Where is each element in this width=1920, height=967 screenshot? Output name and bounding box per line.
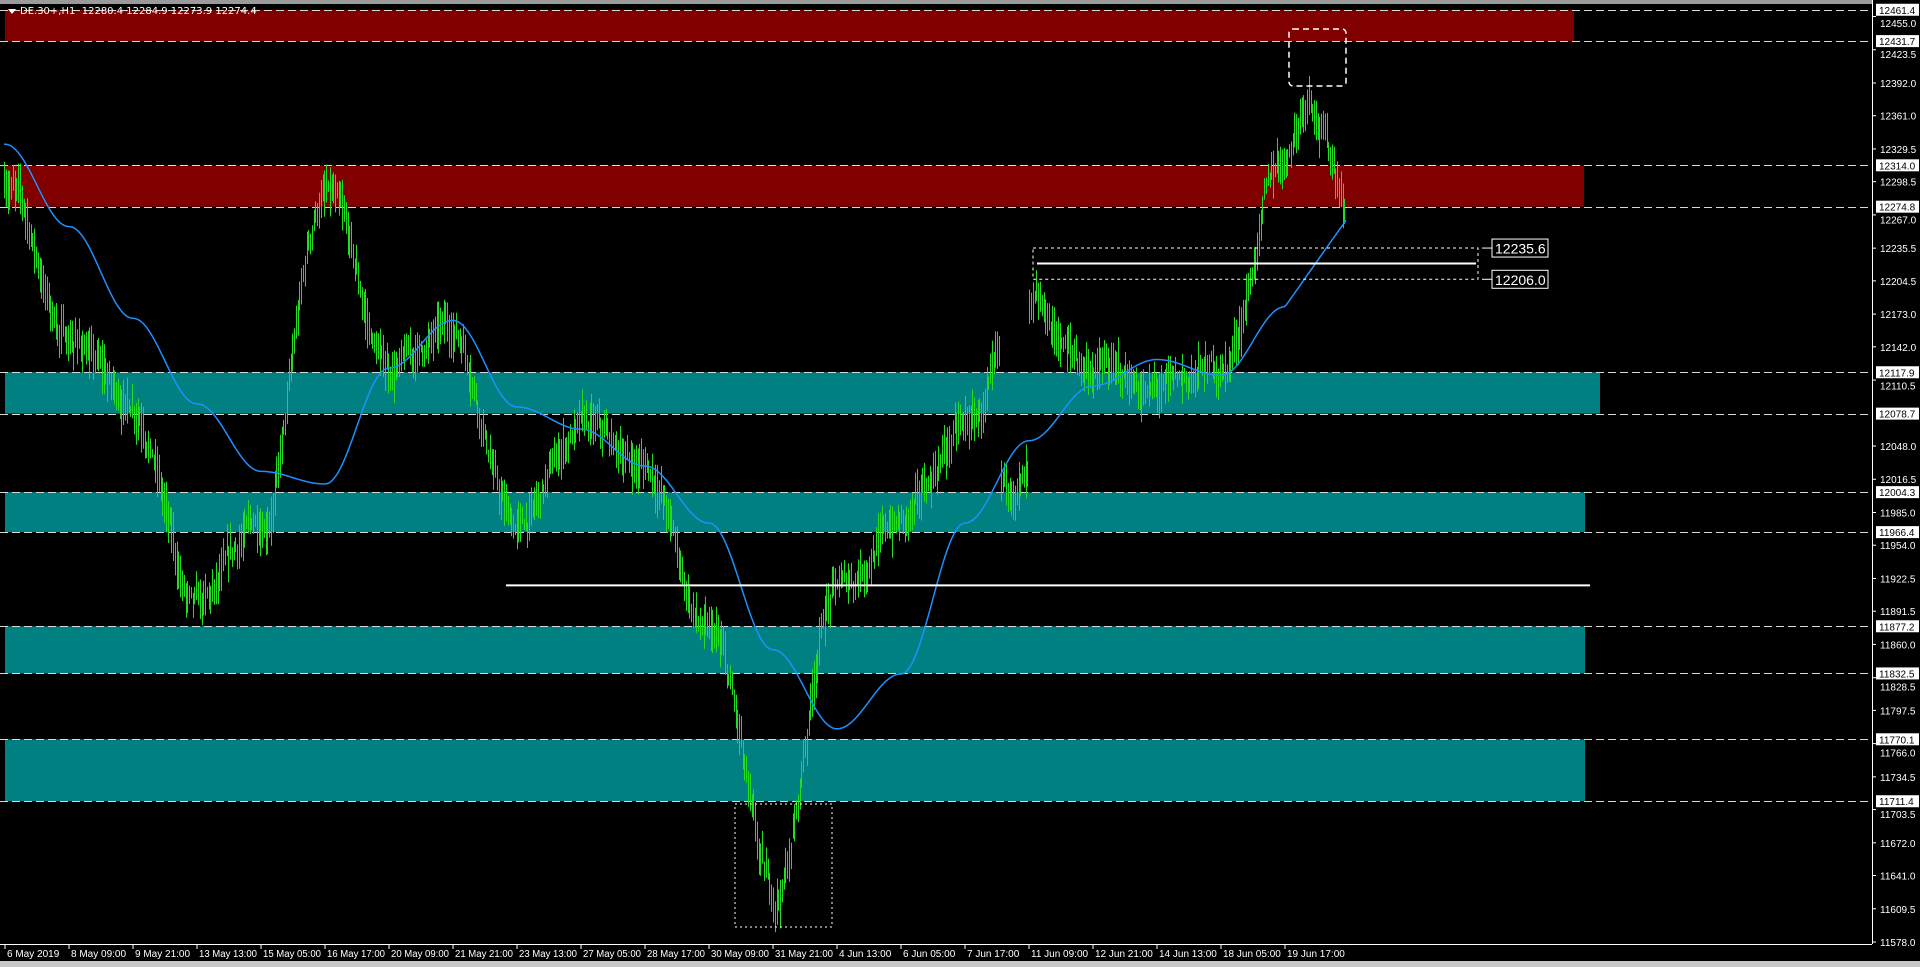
y-tick-label: 12392.0 bbox=[1880, 79, 1917, 90]
level-label-box bbox=[1876, 159, 1919, 172]
chart-header: DE.30+,H1 12280.4 12284.9 12273.9 12274.… bbox=[8, 6, 257, 17]
y-tick-label: 11766.0 bbox=[1880, 748, 1916, 759]
y-tick-label: 12110.5 bbox=[1880, 381, 1916, 392]
y-tick-label: 11734.5 bbox=[1880, 773, 1916, 784]
price-label: 12235.6 bbox=[1495, 241, 1546, 257]
y-tick-label: 11578.0 bbox=[1880, 938, 1916, 949]
y-tick-label: 12142.0 bbox=[1880, 343, 1917, 354]
price-label-box bbox=[1491, 269, 1549, 289]
level-label: 12461.4 bbox=[1879, 6, 1916, 17]
x-tick-label: 19 Jun 17:00 bbox=[1287, 949, 1345, 960]
level-label-box bbox=[1876, 35, 1919, 48]
level-label: 12078.7 bbox=[1879, 410, 1916, 421]
price-label-box bbox=[1491, 238, 1549, 258]
y-tick-label: 12235.5 bbox=[1880, 244, 1917, 255]
x-tick-label: 18 Jun 05:00 bbox=[1223, 949, 1281, 960]
window-bottom-border bbox=[0, 961, 1920, 967]
x-tick-label: 12 Jun 21:00 bbox=[1095, 949, 1153, 960]
x-tick-label: 11 Jun 09:00 bbox=[1031, 949, 1089, 960]
y-tick-label: 12173.0 bbox=[1880, 310, 1917, 321]
level-label: 12431.7 bbox=[1879, 37, 1916, 48]
level-label-box bbox=[1876, 3, 1919, 16]
level-label-box bbox=[1876, 667, 1919, 680]
y-tick-label: 12423.5 bbox=[1880, 50, 1917, 61]
highlight-box-high bbox=[1288, 28, 1347, 87]
x-tick-label: 8 May 09:00 bbox=[71, 949, 126, 960]
level-label: 11770.1 bbox=[1879, 735, 1915, 746]
x-tick-label: 30 May 09:00 bbox=[711, 949, 769, 960]
range-box bbox=[1032, 247, 1479, 280]
x-tick-label: 28 May 17:00 bbox=[647, 949, 705, 960]
resistance-zone bbox=[5, 9, 1574, 42]
level-label-box bbox=[1876, 200, 1919, 213]
y-tick-label: 11985.0 bbox=[1880, 509, 1916, 520]
x-tick-label: 16 May 17:00 bbox=[327, 949, 385, 960]
y-tick-label: 12298.5 bbox=[1880, 178, 1917, 189]
x-tick-label: 9 May 21:00 bbox=[135, 949, 190, 960]
y-tick-label: 12267.0 bbox=[1880, 216, 1917, 227]
level-label: 11832.5 bbox=[1879, 669, 1915, 680]
window-top-border bbox=[0, 0, 1920, 4]
x-tick-label: 15 May 05:00 bbox=[263, 949, 321, 960]
x-tick-label: 6 Jun 05:00 bbox=[903, 949, 956, 960]
x-tick-label: 31 May 21:00 bbox=[775, 949, 833, 960]
x-tick-label: 20 May 09:00 bbox=[391, 949, 449, 960]
y-tick-label: 12361.0 bbox=[1880, 112, 1917, 123]
price-bars-layer bbox=[4, 75, 1345, 933]
level-label-box bbox=[1876, 486, 1919, 499]
level-label: 11711.4 bbox=[1879, 797, 1914, 808]
x-tick-label: 27 May 05:00 bbox=[583, 949, 641, 960]
support-zone bbox=[5, 492, 1585, 533]
x-tick-label: 6 May 2019 bbox=[7, 949, 60, 960]
y-tick-label: 12016.5 bbox=[1880, 475, 1917, 486]
ohlc-label: 12280.4 12284.9 12273.9 12274.4 bbox=[81, 6, 257, 17]
level-label-box bbox=[1876, 407, 1919, 420]
y-tick-label: 12455.0 bbox=[1880, 19, 1917, 30]
resistance-zone bbox=[5, 165, 1584, 207]
y-tick-label: 12329.5 bbox=[1880, 145, 1917, 156]
level-label-box bbox=[1876, 620, 1919, 633]
annotations-layer: 12235.6 12206.0 bbox=[506, 28, 1590, 928]
level-label-box bbox=[1876, 526, 1919, 539]
x-tick-label: 14 Jun 13:00 bbox=[1159, 949, 1217, 960]
level-label-box bbox=[1876, 366, 1919, 379]
moving-average-line bbox=[3, 143, 1347, 730]
symbol-label: DE.30+,H1 bbox=[20, 6, 76, 17]
zones-layer bbox=[5, 9, 1600, 802]
y-tick-label: 11860.0 bbox=[1880, 640, 1916, 651]
level-label: 12274.8 bbox=[1879, 203, 1916, 214]
y-tick-label: 11922.5 bbox=[1880, 574, 1916, 585]
support-zone bbox=[5, 626, 1585, 674]
dropdown-triangle-icon[interactable] bbox=[8, 8, 16, 14]
price-label: 12206.0 bbox=[1495, 272, 1546, 288]
y-tick-label: 11609.5 bbox=[1880, 905, 1916, 916]
y-tick-label: 12204.5 bbox=[1880, 277, 1917, 288]
level-label: 11966.4 bbox=[1879, 528, 1915, 539]
support-zone bbox=[5, 739, 1585, 802]
x-tick-label: 4 Jun 13:00 bbox=[839, 949, 892, 960]
y-tick-label: 11641.0 bbox=[1880, 872, 1916, 883]
support-zone bbox=[5, 372, 1600, 414]
y-tick-label: 11703.5 bbox=[1880, 810, 1916, 821]
y-tick-label: 12048.0 bbox=[1880, 442, 1917, 453]
x-tick-label: 13 May 13:00 bbox=[199, 949, 257, 960]
level-label: 12117.9 bbox=[1879, 368, 1915, 379]
y-tick-label: 11797.5 bbox=[1880, 706, 1916, 717]
x-tick-label: 23 May 13:00 bbox=[519, 949, 577, 960]
y-tick-label: 11828.5 bbox=[1880, 682, 1916, 693]
y-tick-label: 11954.0 bbox=[1880, 541, 1916, 552]
x-tick-label: 21 May 21:00 bbox=[455, 949, 513, 960]
y-tick-label: 11891.5 bbox=[1880, 607, 1916, 618]
level-lines-layer bbox=[0, 10, 1872, 802]
level-label: 12004.3 bbox=[1879, 488, 1916, 499]
level-label-box bbox=[1876, 733, 1919, 746]
highlight-box-low bbox=[734, 803, 833, 928]
level-label: 12314.0 bbox=[1879, 161, 1916, 172]
level-label: 11877.2 bbox=[1879, 622, 1915, 633]
x-tick-label: 7 Jun 17:00 bbox=[967, 949, 1020, 960]
y-tick-label: 11672.0 bbox=[1880, 839, 1916, 850]
level-label-box bbox=[1876, 795, 1919, 808]
